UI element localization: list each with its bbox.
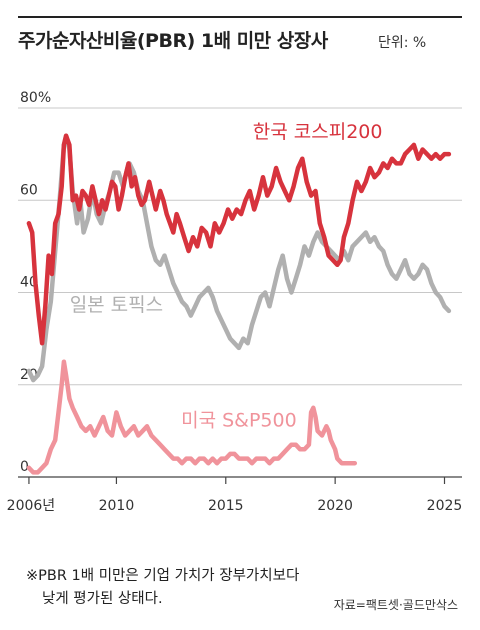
series-line-1 bbox=[26, 133, 452, 383]
x-tick-label-2010: 2010 bbox=[99, 498, 135, 514]
y-tick-label-80: 80% bbox=[20, 90, 51, 106]
chart-title: 주가순자산비율(PBR) 1배 미만 상장사 bbox=[18, 30, 328, 52]
series-line-0 bbox=[26, 133, 452, 346]
x-tick-label-2025: 2025 bbox=[427, 498, 463, 514]
unit-label: 단위: % bbox=[378, 35, 427, 51]
top-rule bbox=[18, 16, 462, 18]
series-label-2: 미국 S&P500 bbox=[181, 409, 297, 431]
source-credit: 자료=팩트셋·골드만삭스 bbox=[333, 598, 458, 612]
series-label-0: 한국 코스피200 bbox=[253, 121, 383, 143]
x-tick-label-2006: 2006년 bbox=[7, 498, 56, 514]
x-tick-label-2020: 2020 bbox=[317, 498, 353, 514]
footnote-line-1: ※PBR 1배 미만은 기업 가치가 장부가치보다 bbox=[26, 568, 300, 584]
series-line-2 bbox=[26, 359, 358, 475]
footnote-line-2: 낮게 평가된 상태다. bbox=[42, 591, 163, 607]
y-tick-label-0: 0 bbox=[20, 459, 29, 475]
series-label-1: 일본 토픽스 bbox=[70, 294, 163, 316]
footnote: ※PBR 1배 미만은 기업 가치가 장부가치보다 낮게 평가된 상태다. bbox=[26, 565, 299, 611]
y-tick-label-60: 60 bbox=[20, 182, 38, 198]
x-tick-label-2015: 2015 bbox=[208, 498, 244, 514]
